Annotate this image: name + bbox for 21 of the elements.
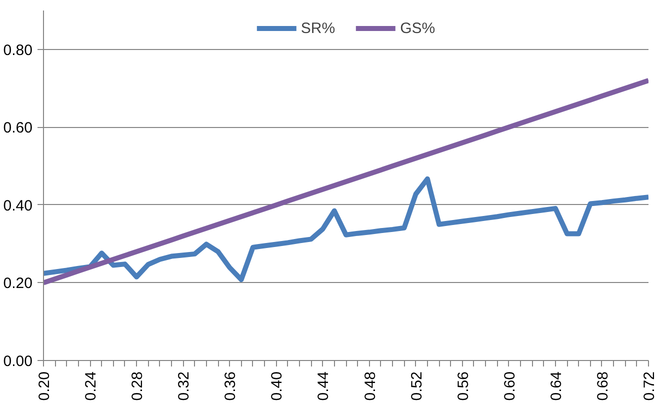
x-tick-label: 0.24 — [82, 371, 100, 401]
x-tick-label: 0.36 — [222, 371, 240, 401]
x-tick-label: 0.64 — [548, 371, 565, 401]
x-tick-label: 0.72 — [641, 371, 658, 401]
x-tick-label: 0.32 — [176, 371, 193, 401]
y-tick-label: 0.40 — [3, 197, 33, 214]
legend-label: GS% — [400, 20, 436, 36]
x-tick-label: 0.20 — [36, 371, 53, 401]
y-tick-label: 0.60 — [3, 120, 33, 137]
y-tick-label: 0.80 — [3, 42, 33, 59]
y-tick-label: 0.20 — [3, 275, 33, 292]
legend-label: SR% — [300, 20, 336, 36]
x-tick-label: 0.52 — [408, 371, 426, 401]
x-tick-label: 0.28 — [129, 371, 146, 401]
x-tick-label: 0.44 — [315, 371, 332, 401]
x-tick-label: 0.56 — [454, 371, 472, 401]
x-tick-label: 0.48 — [362, 371, 379, 401]
x-tick-label: 0.60 — [501, 371, 518, 401]
y-tick-label: 0.00 — [3, 353, 33, 370]
x-tick-label: 0.68 — [594, 371, 612, 401]
x-tick-label: 0.40 — [268, 371, 286, 401]
